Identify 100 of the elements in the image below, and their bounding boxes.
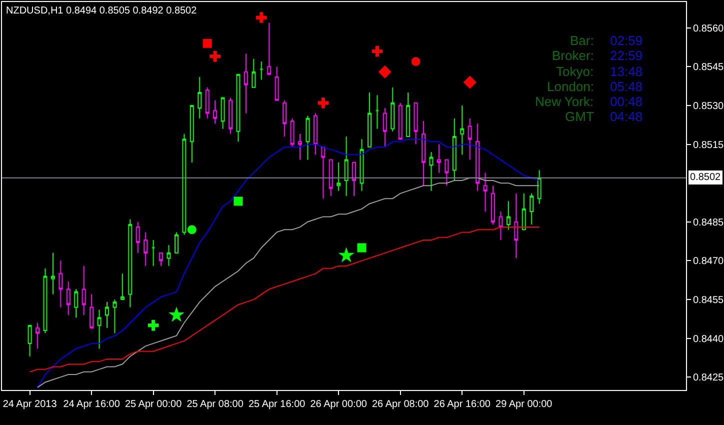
candlestick xyxy=(144,232,148,266)
x-tick-label: 26 Apr 08:00 xyxy=(372,399,430,410)
point xyxy=(210,50,220,62)
candlestick xyxy=(190,104,194,163)
x-tick-label: 26 Apr 16:00 xyxy=(434,399,491,410)
candlestick xyxy=(429,152,434,192)
text: Bar: xyxy=(570,33,594,48)
candlestick xyxy=(336,162,341,192)
text: Broker: xyxy=(552,48,594,63)
line-series xyxy=(29,226,540,372)
candlestick xyxy=(43,268,48,334)
candlestick xyxy=(298,133,302,160)
candlestick xyxy=(244,53,248,114)
candlestick xyxy=(506,200,510,230)
x-tick-label: 24 Apr 16:00 xyxy=(63,399,120,410)
candlestick xyxy=(274,66,279,101)
x-tick-label: 24 Apr 2013 xyxy=(2,399,58,410)
chart-title: NZDUSD,H1 0.8494 0.8505 0.8492 0.8502 xyxy=(6,6,198,16)
candlestick xyxy=(514,192,518,259)
y-tick-label: 0.8560 xyxy=(693,23,724,34)
point xyxy=(463,76,476,89)
candlestick xyxy=(159,252,164,266)
candlestick xyxy=(82,265,86,316)
line-series xyxy=(37,138,540,388)
candlestick xyxy=(328,159,333,196)
point xyxy=(411,56,420,66)
y-tick-label: 0.8425 xyxy=(693,372,724,384)
y-tick-label: 0.8455 xyxy=(693,294,724,306)
candlestick xyxy=(498,211,503,240)
point xyxy=(357,243,366,252)
annotation: New York: xyxy=(535,94,594,109)
candlestick xyxy=(367,92,372,148)
point xyxy=(234,196,243,206)
x-tick-label: 25 Apr 00:00 xyxy=(124,399,182,410)
candlestick xyxy=(530,192,534,225)
text: 05:48 xyxy=(610,79,643,94)
x-tick-label: 25 Apr 08:00 xyxy=(186,399,244,410)
candlestick xyxy=(460,104,464,156)
point xyxy=(372,46,383,57)
text: 02:59 xyxy=(610,33,643,48)
candlestick xyxy=(452,118,456,181)
x-tick-label: 26 Apr 00:00 xyxy=(310,399,368,410)
candlestick xyxy=(406,92,410,138)
point xyxy=(338,247,354,262)
y-tick-label: 0.8530 xyxy=(693,100,724,112)
y-tick-label: 0.8515 xyxy=(693,140,724,151)
candlestick xyxy=(375,94,380,130)
candlestick xyxy=(422,120,426,186)
text: London: xyxy=(547,79,594,94)
candlestick xyxy=(468,118,472,160)
point xyxy=(256,12,267,23)
candlestick xyxy=(97,309,102,350)
candlestick xyxy=(344,136,348,196)
candlestick xyxy=(259,60,264,80)
point xyxy=(318,97,329,108)
candlestick xyxy=(436,144,441,174)
candlestick xyxy=(236,74,240,142)
text: Tokyo: xyxy=(556,64,594,79)
x-tick-label: 25 Apr 16:00 xyxy=(248,399,306,410)
candlestick xyxy=(90,294,94,328)
text: GMT xyxy=(565,109,594,124)
candlestick xyxy=(50,252,55,295)
candlestick xyxy=(382,108,387,148)
candlestick xyxy=(476,123,480,192)
candlestick xyxy=(414,102,418,145)
candlestick xyxy=(321,146,326,200)
candlestick xyxy=(483,172,488,212)
candlestick xyxy=(58,260,63,308)
candlestick xyxy=(120,273,124,300)
point xyxy=(378,65,392,78)
candlestick xyxy=(390,86,395,132)
candlestick xyxy=(398,102,402,140)
point xyxy=(187,225,196,234)
candlestick xyxy=(128,218,132,308)
text: 13:48 xyxy=(610,64,643,79)
candlestick xyxy=(252,58,256,88)
candlestick xyxy=(105,302,109,328)
candlestick xyxy=(491,185,495,225)
candlestick xyxy=(36,322,40,350)
y-tick-label: 0.8485 xyxy=(693,217,724,228)
y-tick-label: 0.8545 xyxy=(693,62,724,74)
candlestick xyxy=(444,159,449,186)
y-tick-label: 0.8440 xyxy=(693,334,724,345)
candlestick xyxy=(306,115,310,160)
candlestick xyxy=(220,97,225,130)
text: 04:48 xyxy=(610,109,643,124)
text: 00:48 xyxy=(610,94,643,109)
candlestick xyxy=(136,221,140,254)
candlestick xyxy=(228,97,232,134)
candlestick xyxy=(290,118,294,148)
point xyxy=(202,38,212,48)
candlestick xyxy=(74,288,78,318)
ref-line-label: 0.8502 xyxy=(690,172,722,183)
candlestick xyxy=(205,86,210,119)
candlestick xyxy=(28,324,32,357)
point xyxy=(148,320,159,331)
candlestick xyxy=(174,232,178,254)
candlestick xyxy=(198,76,202,119)
candlestick xyxy=(66,280,70,316)
text: 22:59 xyxy=(610,48,643,63)
